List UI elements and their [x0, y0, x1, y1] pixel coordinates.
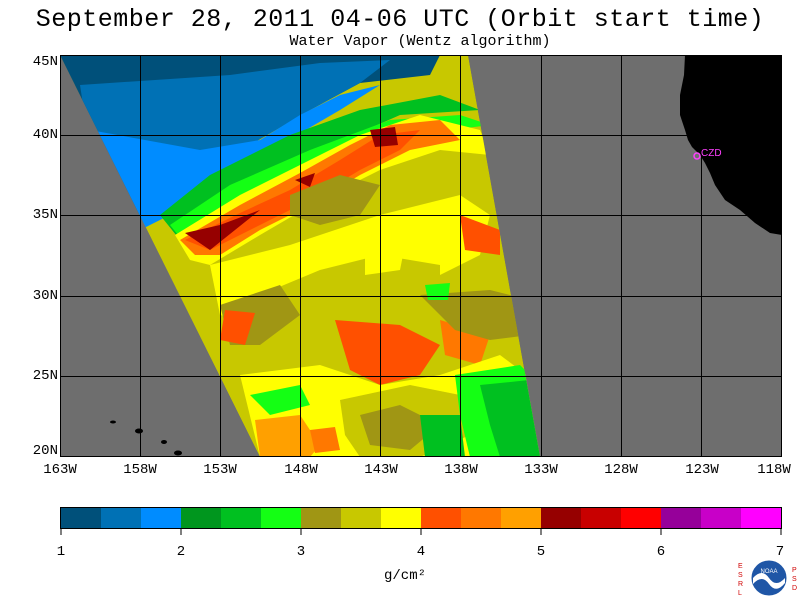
lon-label-143w: 143W [364, 462, 398, 478]
colorbar-tick-3: 3 [296, 544, 306, 560]
lat-label-30n: 30N [32, 288, 58, 304]
colorbar-swatch [741, 508, 782, 528]
colorbar-swatch [181, 508, 222, 528]
lon-label-163w: 163W [43, 462, 77, 478]
logo-text: NOAA [760, 569, 777, 575]
lon-label-148w: 148W [284, 462, 318, 478]
lon-label-158w: 158W [123, 462, 157, 478]
colorbar-tick-6: 6 [656, 544, 666, 560]
lon-label-118w: 118W [757, 462, 791, 478]
colorbar-tick-2: 2 [176, 544, 186, 560]
map-frame [60, 55, 782, 457]
logo-left-letters: ESRL [738, 563, 744, 597]
colorbar-swatch [261, 508, 302, 528]
colorbar-tick-5: 5 [536, 544, 546, 560]
colorbar-swatch [701, 508, 742, 528]
colorbar-swatch [581, 508, 622, 528]
colorbar-swatch [381, 508, 422, 528]
colorbar-units: g/cm² [383, 568, 426, 584]
noaa-logo: ESRL NOAA PSD [732, 556, 800, 600]
graticule [60, 55, 782, 457]
colorbar-tick-1: 1 [56, 544, 66, 560]
colorbar-swatch [541, 508, 582, 528]
colorbar-swatch [61, 508, 102, 528]
colorbar-swatch [301, 508, 342, 528]
lat-label-40n: 40N [32, 127, 58, 143]
lon-label-133w: 133W [524, 462, 558, 478]
colorbar-tick-4: 4 [416, 544, 426, 560]
land-california [680, 55, 782, 235]
colorbar-tick-7: 7 [775, 544, 785, 560]
page-subtitle: Water Vapor (Wentz algorithm) [289, 33, 551, 50]
lon-label-123w: 123W [685, 462, 719, 478]
colorbar-swatch [621, 508, 662, 528]
colorbar [60, 507, 782, 535]
lat-label-25n: 25N [32, 368, 58, 384]
station-marker: CZD [693, 148, 722, 160]
lat-label-35n: 35N [32, 207, 58, 223]
colorbar-swatch [461, 508, 502, 528]
lat-label-45n: 45N [32, 54, 58, 70]
colorbar-swatch [661, 508, 702, 528]
page-title: September 28, 2011 04-06 UTC (Orbit star… [35, 5, 765, 34]
colorbar-swatch [501, 508, 542, 528]
station-label: CZD [701, 148, 722, 159]
colorbar-swatch [101, 508, 142, 528]
hawaii-islands [110, 420, 182, 456]
lon-label-128w: 128W [604, 462, 638, 478]
noaa-emblem: NOAA [750, 559, 788, 597]
lon-label-138w: 138W [444, 462, 478, 478]
logo-right-letters: PSD [792, 567, 798, 592]
colorbar-swatch [341, 508, 382, 528]
colorbar-swatch [221, 508, 262, 528]
lon-label-153w: 153W [203, 462, 237, 478]
water-vapor-map: CZD [60, 55, 782, 457]
lat-label-20n: 20N [32, 443, 58, 459]
colorbar-swatch [141, 508, 182, 528]
colorbar-swatch [421, 508, 462, 528]
